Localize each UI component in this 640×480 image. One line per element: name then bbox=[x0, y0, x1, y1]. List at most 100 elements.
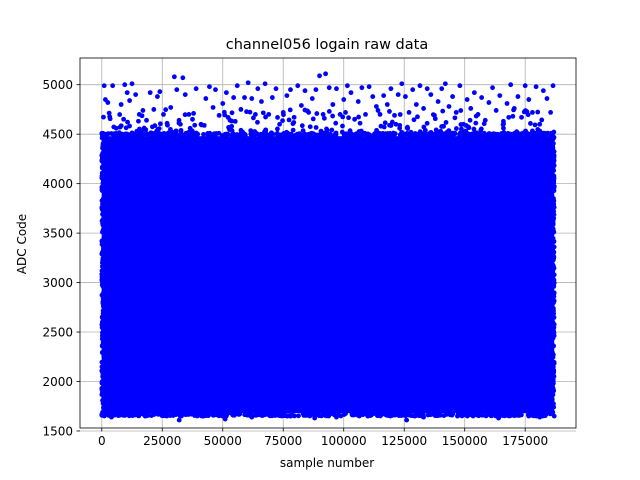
data-point bbox=[99, 260, 105, 266]
data-point bbox=[549, 282, 555, 288]
data-point bbox=[533, 84, 539, 90]
data-point bbox=[523, 108, 528, 113]
data-point bbox=[249, 96, 255, 101]
data-point bbox=[303, 413, 308, 418]
data-point bbox=[450, 411, 456, 417]
data-point bbox=[280, 118, 285, 124]
y-tick-label: 3000 bbox=[42, 276, 73, 290]
data-point bbox=[314, 111, 320, 116]
data-point bbox=[101, 211, 107, 217]
data-point bbox=[540, 130, 546, 136]
data-point bbox=[421, 106, 426, 111]
data-point bbox=[397, 112, 403, 117]
x-tick-label: 100000 bbox=[321, 434, 367, 448]
data-point bbox=[290, 127, 296, 133]
data-point bbox=[486, 100, 492, 105]
data-point bbox=[532, 122, 538, 128]
y-tick-label: 5000 bbox=[42, 78, 73, 92]
data-point bbox=[471, 131, 477, 137]
data-point bbox=[550, 228, 556, 234]
data-point bbox=[210, 105, 216, 110]
data-point bbox=[444, 130, 449, 136]
data-point bbox=[234, 83, 240, 89]
data-point bbox=[218, 411, 224, 417]
data-point bbox=[550, 249, 556, 255]
data-point bbox=[333, 130, 339, 136]
data-point bbox=[337, 111, 343, 117]
data-point bbox=[117, 112, 123, 117]
data-point bbox=[190, 116, 195, 122]
data-point bbox=[549, 401, 554, 406]
y-tick-label: 2000 bbox=[42, 375, 73, 389]
data-point bbox=[501, 125, 506, 131]
data-point bbox=[501, 130, 507, 135]
data-point bbox=[355, 99, 361, 104]
data-point bbox=[516, 413, 522, 418]
data-point bbox=[127, 123, 132, 129]
data-point bbox=[275, 114, 280, 120]
data-point bbox=[530, 128, 535, 134]
data-point bbox=[446, 104, 452, 109]
data-point bbox=[549, 366, 555, 372]
data-point bbox=[156, 131, 162, 137]
data-point bbox=[549, 302, 555, 308]
data-point bbox=[101, 215, 107, 221]
data-point bbox=[100, 388, 106, 394]
data-point bbox=[549, 260, 554, 266]
data-point bbox=[551, 196, 556, 201]
y-tick-label: 3500 bbox=[42, 226, 73, 240]
data-point bbox=[330, 102, 336, 107]
x-tick-label: 50000 bbox=[204, 434, 242, 448]
data-point bbox=[284, 93, 290, 98]
data-point bbox=[296, 413, 301, 419]
data-point bbox=[377, 111, 383, 117]
data-point bbox=[549, 396, 555, 402]
data-point bbox=[100, 221, 105, 227]
data-point bbox=[101, 349, 107, 355]
data-point bbox=[125, 119, 130, 125]
data-point bbox=[101, 83, 107, 89]
data-point bbox=[443, 120, 449, 125]
data-point bbox=[488, 411, 494, 417]
data-point bbox=[537, 414, 543, 420]
data-point bbox=[262, 81, 268, 87]
data-point bbox=[367, 132, 373, 138]
data-point bbox=[163, 107, 169, 113]
data-point bbox=[227, 117, 233, 123]
data-point bbox=[316, 412, 322, 418]
data-point bbox=[165, 130, 171, 136]
data-point bbox=[209, 133, 215, 139]
data-point bbox=[468, 106, 474, 111]
data-point bbox=[110, 83, 116, 89]
data-point bbox=[255, 86, 261, 92]
data-point bbox=[406, 412, 412, 418]
data-point bbox=[226, 124, 231, 130]
data-point bbox=[182, 92, 188, 98]
data-point bbox=[442, 81, 448, 87]
data-point bbox=[106, 110, 112, 116]
data-point bbox=[413, 131, 419, 137]
data-point bbox=[393, 121, 399, 127]
data-point bbox=[549, 158, 555, 164]
data-point bbox=[313, 87, 319, 93]
data-point bbox=[551, 180, 557, 186]
data-point bbox=[300, 128, 306, 134]
data-point bbox=[298, 103, 304, 108]
data-point bbox=[334, 86, 339, 92]
data-point bbox=[519, 114, 524, 120]
data-point bbox=[313, 125, 319, 130]
plot-frame bbox=[79, 57, 577, 429]
data-point bbox=[144, 117, 149, 123]
data-point bbox=[245, 80, 251, 86]
data-point bbox=[507, 412, 512, 418]
data-point bbox=[551, 315, 557, 320]
data-point bbox=[100, 282, 106, 288]
data-point bbox=[530, 110, 535, 115]
data-point bbox=[434, 131, 440, 137]
data-point bbox=[161, 111, 166, 117]
data-point bbox=[173, 412, 179, 417]
data-point bbox=[506, 114, 512, 120]
data-point bbox=[262, 129, 268, 134]
data-point bbox=[344, 83, 350, 89]
data-point bbox=[421, 414, 426, 420]
